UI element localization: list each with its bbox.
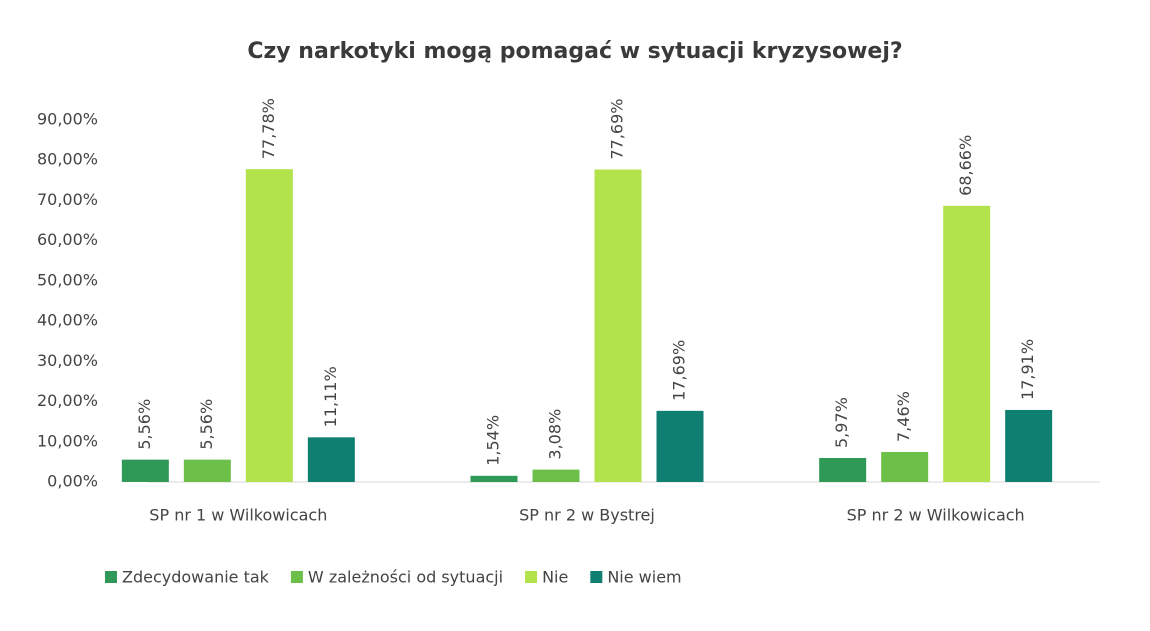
x-tick-label: SP nr 2 w Wilkowicach — [847, 506, 1025, 525]
value-label: 17,91% — [1018, 339, 1037, 400]
bar — [819, 457, 867, 482]
y-tick-label: 60,00% — [37, 230, 98, 249]
y-tick-label: 90,00% — [37, 110, 98, 129]
y-tick-label: 50,00% — [37, 270, 98, 289]
legend-swatch — [290, 571, 303, 583]
y-tick-label: 80,00% — [37, 150, 98, 169]
value-label: 17,69% — [670, 340, 689, 401]
value-label: 68,66% — [956, 135, 975, 196]
value-label: 77,69% — [608, 98, 627, 159]
x-tick-label: SP nr 1 w Wilkowicach — [149, 506, 327, 525]
bar — [1005, 409, 1053, 482]
bar — [121, 459, 169, 482]
legend-label: W zależności od sytuacji — [308, 568, 503, 587]
bar — [245, 169, 293, 482]
y-tick-label: 20,00% — [37, 391, 98, 410]
value-label: 11,11% — [321, 366, 340, 427]
bar — [307, 437, 355, 482]
bar — [594, 169, 642, 482]
value-label: 5,56% — [135, 399, 154, 450]
legend-swatch — [590, 571, 603, 583]
value-label: 3,08% — [546, 409, 565, 460]
legend-label: Zdecydowanie tak — [122, 568, 270, 587]
value-label: 7,46% — [894, 391, 913, 442]
legend-label: Nie wiem — [607, 568, 681, 587]
legend-swatch — [105, 571, 117, 583]
y-tick-label: 70,00% — [37, 190, 98, 209]
x-tick-label: SP nr 2 w Bystrej — [519, 506, 655, 525]
y-tick-label: 10,00% — [37, 431, 98, 450]
bar — [656, 410, 704, 482]
value-label: 77,78% — [259, 98, 278, 159]
value-label: 5,56% — [197, 399, 216, 450]
bar — [943, 205, 991, 482]
bar — [881, 451, 929, 482]
value-label: 5,97% — [832, 397, 851, 448]
legend-label: Nie — [542, 568, 568, 587]
legend-swatch — [525, 571, 538, 583]
chart-title: Czy narkotyki mogą pomagać w sytuacji kr… — [247, 39, 902, 64]
bar — [470, 475, 518, 482]
bar — [532, 469, 580, 482]
y-tick-label: 0,00% — [47, 472, 98, 491]
value-label: 1,54% — [484, 415, 503, 466]
bar — [183, 459, 231, 482]
y-tick-label: 40,00% — [37, 311, 98, 330]
y-tick-label: 30,00% — [37, 351, 98, 370]
